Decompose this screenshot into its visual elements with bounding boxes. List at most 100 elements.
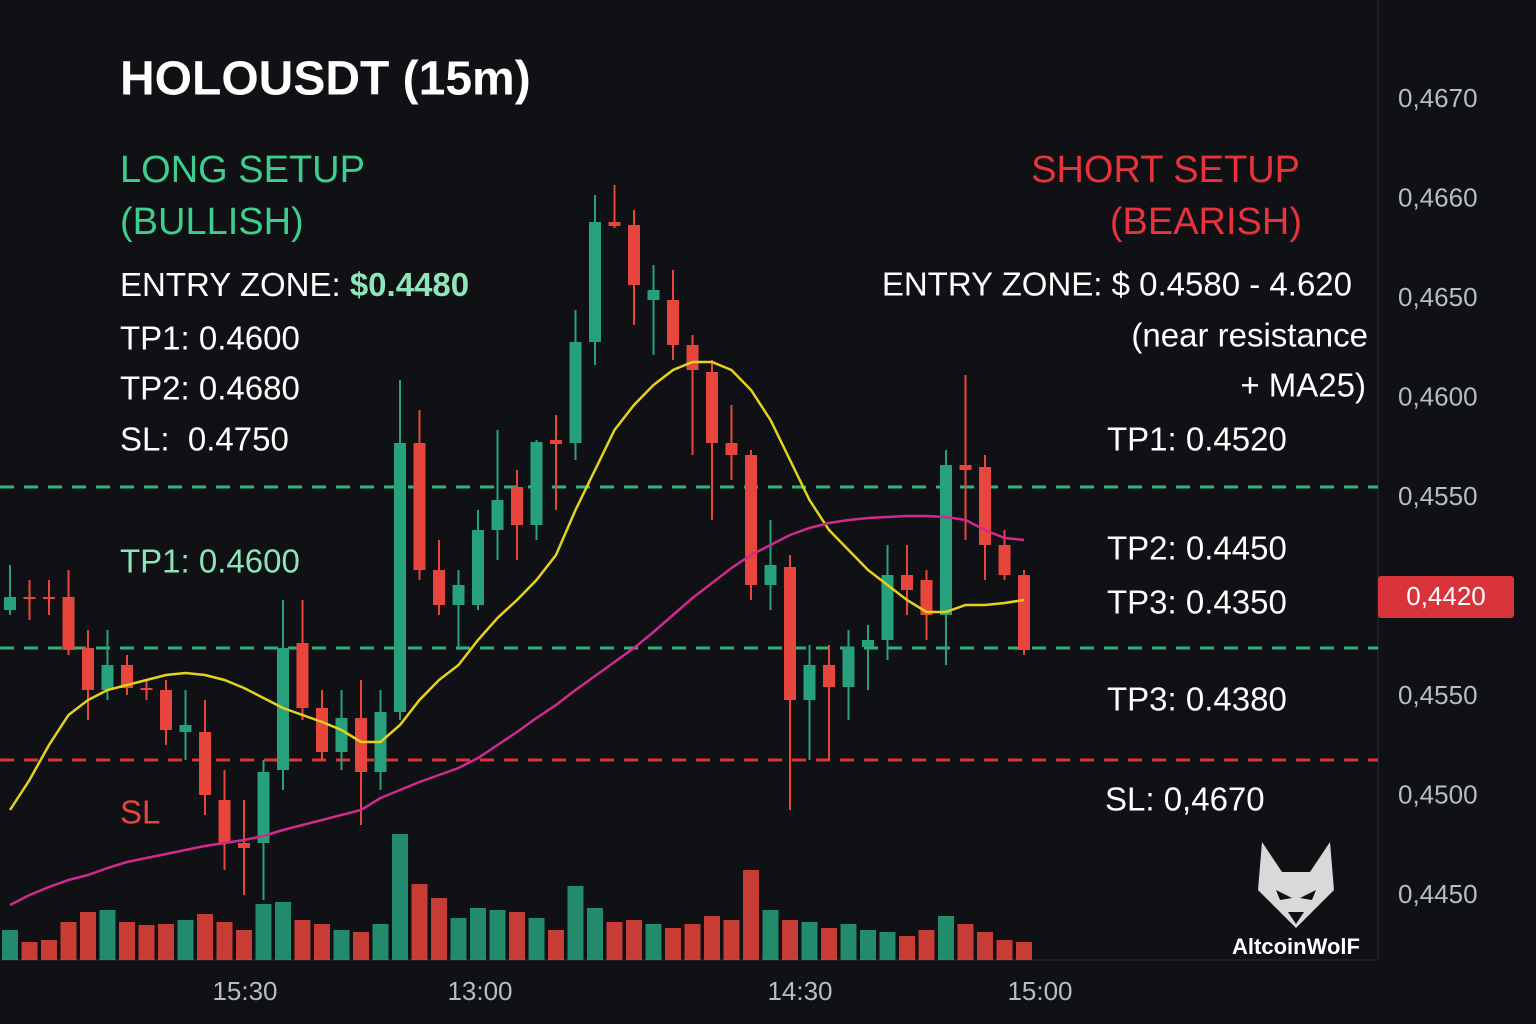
- candle-body: [511, 487, 523, 525]
- volume-bar: [723, 920, 740, 960]
- volume-bar: [548, 930, 564, 960]
- volume-bar: [450, 918, 467, 960]
- candle-body: [452, 585, 465, 605]
- candle-body: [745, 455, 757, 585]
- wolf-nose: [1288, 912, 1304, 924]
- wolf-logo: [1258, 842, 1334, 928]
- volume-bar: [80, 912, 96, 960]
- candle-body: [1018, 575, 1030, 650]
- candle-body: [725, 443, 738, 455]
- volume-bar: [879, 932, 896, 960]
- current-price-label: 0,4420: [1406, 581, 1486, 611]
- short-entry: ENTRY ZONE: $ 0.4580 - 4.620: [882, 266, 1352, 303]
- long-tp2: TP2: 0.4680: [120, 370, 300, 407]
- candle-body: [355, 718, 367, 772]
- candle-body: [101, 665, 114, 690]
- price-label: 0,4550: [1398, 680, 1478, 710]
- candle-body: [920, 580, 933, 615]
- volume-bar: [177, 920, 194, 960]
- moving-average: [9, 514, 1025, 907]
- volume-bar: [294, 920, 311, 960]
- long-heading: LONG SETUP: [120, 149, 365, 191]
- time-label: 15:30: [212, 976, 277, 1006]
- candle-body: [823, 665, 835, 687]
- volume-bar: [587, 908, 603, 960]
- candle-body: [589, 222, 601, 342]
- candle-body: [881, 575, 894, 640]
- volume-bar: [762, 910, 779, 960]
- volume-bar: [509, 912, 525, 960]
- volume-bar: [567, 886, 584, 960]
- candle-body: [472, 530, 484, 605]
- price-label: 0,4660: [1398, 182, 1478, 212]
- volume-bar: [996, 940, 1013, 960]
- candle-body: [238, 843, 250, 848]
- volume-bar: [275, 902, 291, 960]
- candle-body: [647, 290, 660, 300]
- candle-body: [940, 465, 952, 615]
- volume-bar: [899, 936, 915, 960]
- candle-body: [764, 565, 777, 585]
- short-note: + MA25): [1240, 367, 1366, 404]
- price-label: 0,4500: [1398, 779, 1478, 809]
- candle-body: [62, 597, 75, 650]
- volume-bar: [665, 928, 681, 960]
- volume-bar: [2, 930, 18, 960]
- wolf-head: [1258, 842, 1334, 928]
- volume-bar: [489, 910, 506, 960]
- candle-body: [296, 643, 309, 708]
- volume-bar: [860, 930, 876, 960]
- volume-bar: [60, 922, 77, 960]
- candle-body: [23, 597, 36, 599]
- candle-body: [199, 732, 211, 795]
- short-tp3-alt: TP3: 0.4380: [1107, 681, 1287, 718]
- price-label: 0,4450: [1398, 879, 1478, 909]
- candle-body: [862, 640, 874, 647]
- volume-bar: [314, 924, 330, 960]
- candle-body: [998, 545, 1011, 575]
- volume-bar: [255, 904, 272, 960]
- candle-body: [706, 372, 718, 443]
- current-price-badge: [1378, 576, 1514, 618]
- candle-body: [530, 442, 543, 525]
- long-subheading: (BULLISH): [120, 201, 304, 243]
- candle-body: [121, 665, 133, 688]
- candle-body: [43, 597, 55, 599]
- time-label: 14:30: [767, 976, 832, 1006]
- short-note: (near resistance: [1131, 317, 1368, 354]
- volume-bar: [977, 932, 993, 960]
- candle-body: [842, 647, 855, 687]
- long-entry: ENTRY ZONE: $0.4480: [120, 266, 469, 303]
- volume-bar: [158, 924, 174, 960]
- candle-body: [179, 725, 192, 732]
- candle-body: [394, 443, 406, 712]
- volume-bar: [216, 922, 233, 960]
- moving-average: [8, 360, 1025, 811]
- volume-bar: [392, 834, 408, 960]
- volume-bar: [684, 924, 701, 960]
- volume-bar: [606, 922, 623, 960]
- volume-bar: [1016, 942, 1032, 960]
- candle-body: [160, 690, 172, 730]
- price-label: 0,4600: [1398, 381, 1478, 411]
- candle-body: [316, 708, 328, 752]
- chart-title: HOLOUSDT (15m): [120, 53, 531, 106]
- candle-body: [979, 467, 991, 545]
- candle-body: [4, 597, 16, 610]
- candle-body: [491, 500, 504, 530]
- short-subheading: (BEARISH): [1110, 201, 1302, 243]
- entry-label: ENTRY ZONE:: [120, 266, 350, 303]
- candle-body: [257, 772, 270, 843]
- short-tp3: TP3: 0.4350: [1107, 584, 1287, 621]
- volume-bar: [743, 870, 759, 960]
- candle-body: [628, 225, 640, 285]
- long-sl: SL: 0.4750: [120, 421, 289, 458]
- short-tp1: TP1: 0.4520: [1107, 421, 1287, 458]
- time-label: 15:00: [1007, 976, 1072, 1006]
- candle-body: [218, 800, 231, 843]
- volume-bar: [645, 924, 662, 960]
- volume-bar: [918, 930, 935, 960]
- long-tp1: TP1: 0.4600: [120, 320, 300, 357]
- candle-body: [433, 570, 445, 605]
